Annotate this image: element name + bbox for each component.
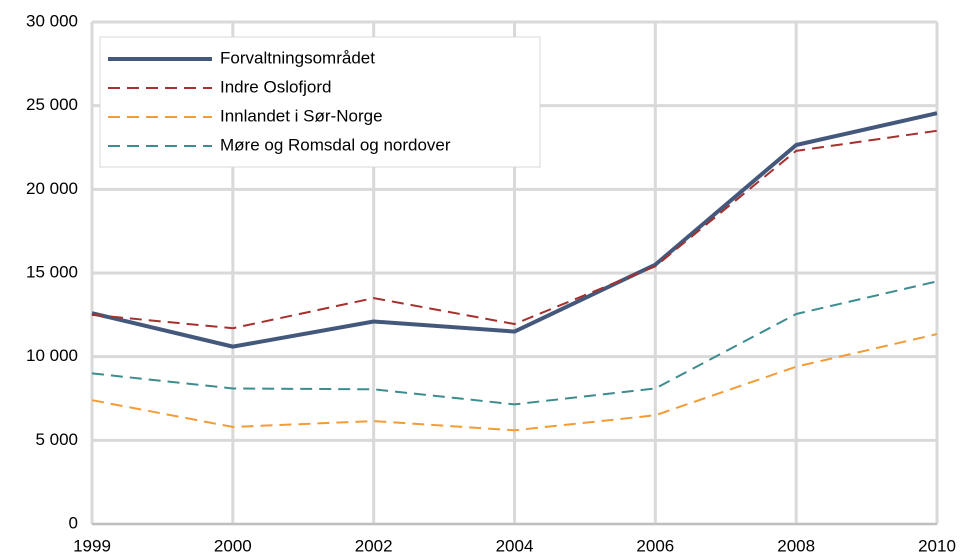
legend-label: Forvaltningsområdet [220,48,375,67]
x-tick-label: 2004 [496,536,534,555]
series-line [91,280,938,406]
y-tick-label: 30 000 [26,11,78,30]
x-tick-label: 2002 [355,536,393,555]
series-line [91,333,938,432]
series-line [91,129,938,330]
x-tick-label: 2008 [777,536,815,555]
legend-label: Indre Oslofjord [220,77,332,96]
y-tick-label: 25 000 [26,95,78,114]
y-tick-label: 10 000 [26,346,78,365]
series-line [91,111,938,349]
y-tick-label: 20 000 [26,179,78,198]
y-tick-label: 0 [69,513,78,532]
legend-label: Innlandet i Sør-Norge [220,106,383,125]
legend-label: Møre og Romsdal og nordover [220,135,451,154]
y-tick-label: 15 000 [26,262,78,281]
x-tick-label: 2010 [918,536,956,555]
x-tick-label: 2000 [214,536,252,555]
x-tick-label: 2006 [636,536,674,555]
x-tick-label: 1999 [73,536,111,555]
y-tick-label: 5 000 [35,430,78,449]
